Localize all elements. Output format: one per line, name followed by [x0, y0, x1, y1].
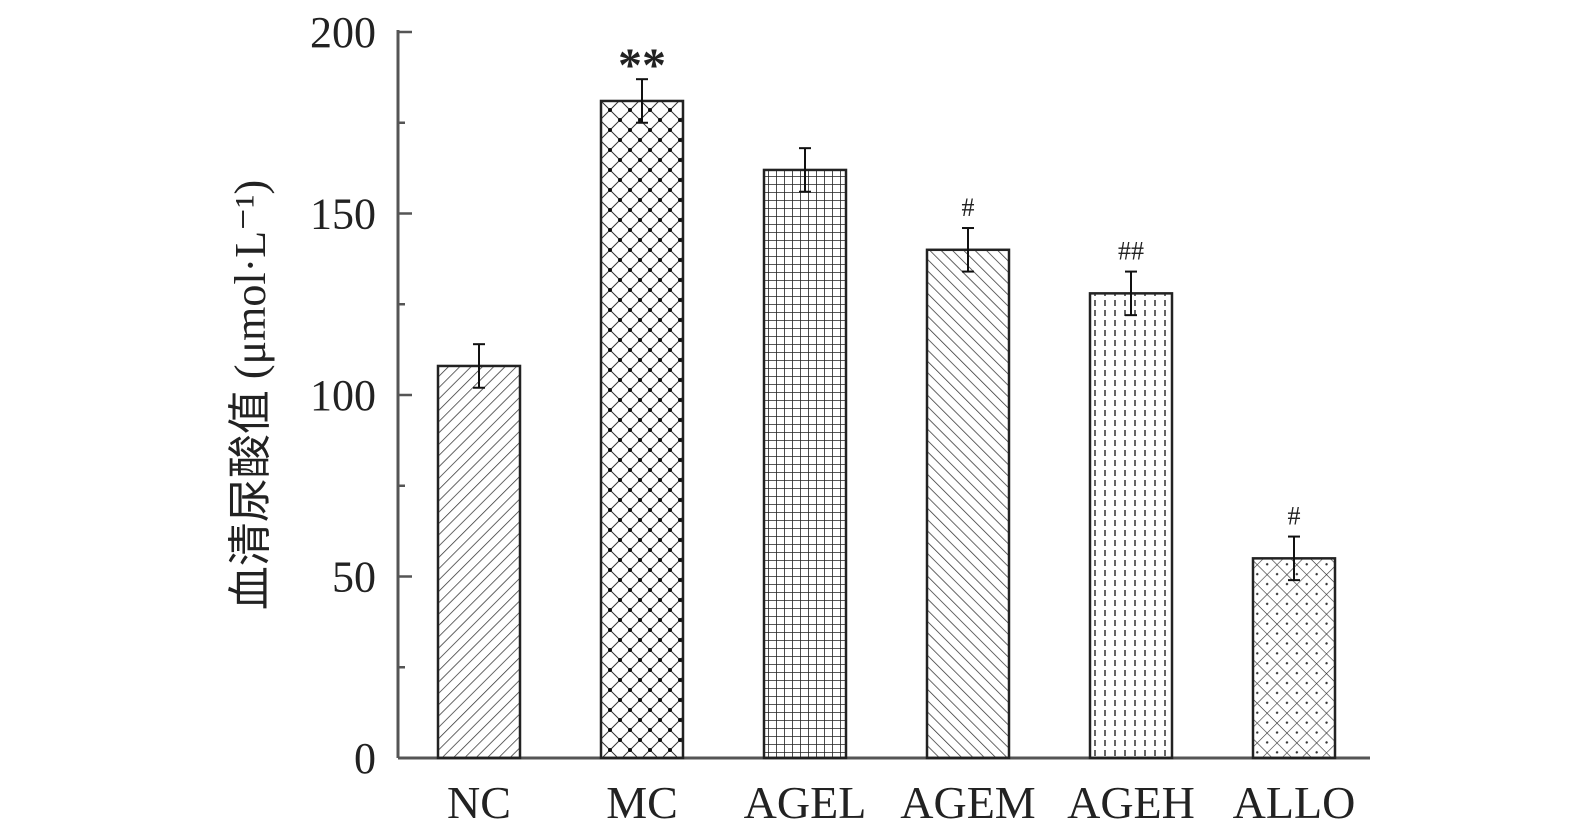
x-tick-label: AGEM	[900, 777, 1035, 828]
x-tick-label: MC	[606, 777, 678, 828]
bar-allo	[1251, 557, 1337, 760]
bar-nc	[436, 364, 522, 760]
significance-label: ##	[1118, 237, 1144, 266]
y-tick-label: 200	[310, 8, 376, 57]
x-tick-label: AGEH	[1067, 777, 1195, 828]
y-tick-label: 100	[310, 371, 376, 420]
bar-mc	[599, 99, 685, 760]
significance-label: **	[618, 39, 666, 92]
y-tick-label: 150	[310, 190, 376, 239]
significance-label: #	[962, 193, 975, 222]
x-tick-label: ALLO	[1233, 777, 1356, 828]
significance-label: #	[1288, 502, 1301, 531]
bar-agel	[762, 168, 848, 760]
x-tick-label: NC	[447, 777, 511, 828]
y-tick-label: 0	[354, 734, 376, 783]
x-tick-label: AGEL	[744, 777, 867, 828]
y-axis-label: 血清尿酸值 (μmol·L⁻¹)	[226, 180, 275, 610]
bar-agem	[925, 248, 1011, 760]
y-tick-label: 50	[332, 553, 376, 602]
bar-ageh	[1088, 292, 1174, 760]
